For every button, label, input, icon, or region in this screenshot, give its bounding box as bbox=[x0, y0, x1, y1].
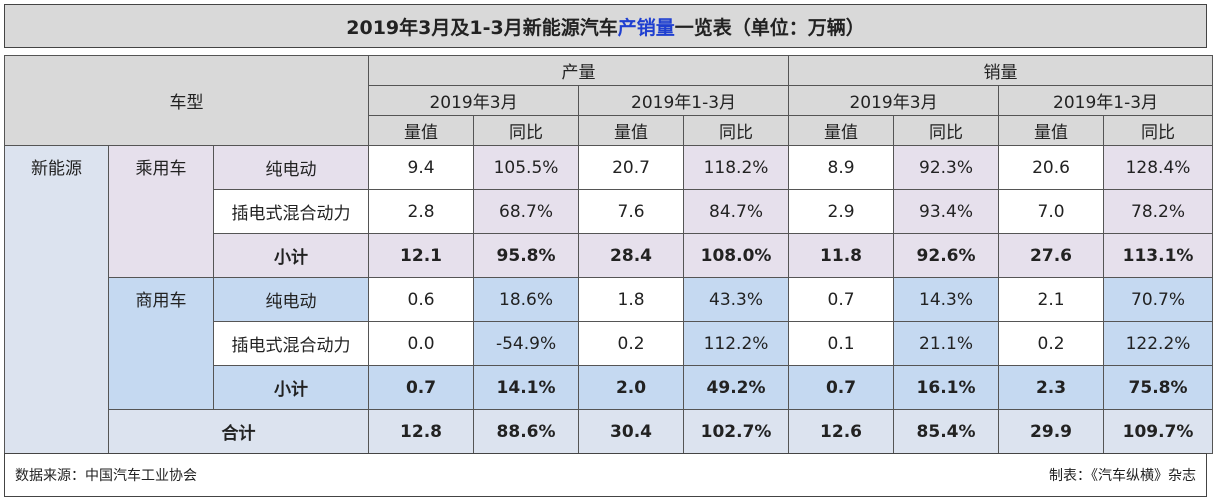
row-label-phev: 插电式混合动力 bbox=[212, 189, 370, 234]
row-label-phev: 插电式混合动力 bbox=[212, 321, 370, 366]
table-cell: 118.2% bbox=[683, 145, 790, 190]
row-label-subtotal: 小计 bbox=[212, 365, 370, 410]
table-cell: 12.6 bbox=[788, 409, 895, 454]
table-cell: 92.3% bbox=[893, 145, 1000, 190]
volume-header: 量值 bbox=[998, 115, 1105, 146]
table-cell: 109.7% bbox=[1103, 409, 1213, 454]
data-table: 车型 产量 销量 2019年3月 2019年1-3月 2019年3月 2019年… bbox=[3, 55, 1213, 454]
table-cell: 43.3% bbox=[683, 277, 790, 322]
table-cell: 12.8 bbox=[368, 409, 475, 454]
table-cell: 20.7 bbox=[578, 145, 685, 190]
table-cell: 102.7% bbox=[683, 409, 790, 454]
table-cell: 68.7% bbox=[473, 189, 580, 234]
volume-header: 量值 bbox=[578, 115, 685, 146]
table-cell: 78.2% bbox=[1103, 189, 1213, 234]
table-cell: 0.2 bbox=[998, 321, 1105, 366]
title-suffix: 一览表（单位：万辆） bbox=[674, 16, 865, 39]
yoy-header: 同比 bbox=[893, 115, 1000, 146]
table-cell: 2.8 bbox=[368, 189, 475, 234]
table-cell: 108.0% bbox=[683, 233, 790, 278]
table-cell: 2.3 bbox=[998, 365, 1105, 410]
table-cell: 128.4% bbox=[1103, 145, 1213, 190]
table-cell: 0.7 bbox=[788, 277, 895, 322]
table-cell: 84.7% bbox=[683, 189, 790, 234]
table-cell: 2.0 bbox=[578, 365, 685, 410]
credit-note: 制表：《汽车纵横》杂志 bbox=[1049, 468, 1196, 484]
table-cell: 112.2% bbox=[683, 321, 790, 366]
row-label-bev: 纯电动 bbox=[212, 277, 370, 322]
title-prefix: 2019年3月及1-3月新能源汽车 bbox=[346, 16, 618, 39]
table-cell: 0.2 bbox=[578, 321, 685, 366]
table-cell: 11.8 bbox=[788, 233, 895, 278]
sales-ytd-header: 2019年1-3月 bbox=[998, 85, 1213, 116]
sales-month-header: 2019年3月 bbox=[788, 85, 1000, 116]
table-cell: 113.1% bbox=[1103, 233, 1213, 278]
table-cell: 93.4% bbox=[893, 189, 1000, 234]
table-cell: 0.7 bbox=[788, 365, 895, 410]
table-cell: 2.9 bbox=[788, 189, 895, 234]
row-label-bev: 纯电动 bbox=[212, 145, 370, 190]
footer: 数据来源：中国汽车工业协会 制表：《汽车纵横》杂志 bbox=[4, 453, 1207, 497]
row-label-subtotal: 小计 bbox=[212, 233, 370, 278]
table-cell: 29.9 bbox=[998, 409, 1105, 454]
source-note: 数据来源：中国汽车工业协会 bbox=[15, 468, 197, 484]
commercial-label: 商用车 bbox=[108, 277, 214, 410]
table-cell: 95.8% bbox=[473, 233, 580, 278]
table-cell: 75.8% bbox=[1103, 365, 1213, 410]
table-cell: 49.2% bbox=[683, 365, 790, 410]
table-cell: 2.1 bbox=[998, 277, 1105, 322]
table-cell: 12.1 bbox=[368, 233, 475, 278]
table-cell: -54.9% bbox=[473, 321, 580, 366]
row-label-total: 合计 bbox=[107, 409, 370, 454]
table-cell: 88.6% bbox=[473, 409, 580, 454]
table-cell: 1.8 bbox=[578, 277, 685, 322]
table-cell: 8.9 bbox=[788, 145, 895, 190]
yoy-header: 同比 bbox=[683, 115, 790, 146]
table-cell: 105.5% bbox=[473, 145, 580, 190]
table-cell: 0.0 bbox=[368, 321, 475, 366]
table-cell: 21.1% bbox=[893, 321, 1000, 366]
table-cell: 0.7 bbox=[368, 365, 475, 410]
title-highlight: 产销量 bbox=[617, 16, 675, 39]
table-cell: 70.7% bbox=[1103, 277, 1213, 322]
table-cell: 30.4 bbox=[578, 409, 685, 454]
production-ytd-header: 2019年1-3月 bbox=[578, 85, 790, 116]
table-cell: 14.1% bbox=[473, 365, 580, 410]
volume-header: 量值 bbox=[368, 115, 475, 146]
table-title: 2019年3月及1-3月新能源汽车 产销量 一览表（单位：万辆） bbox=[4, 4, 1207, 48]
nev-label: 新能源 bbox=[4, 145, 109, 454]
sales-header: 销量 bbox=[788, 55, 1213, 86]
production-month-header: 2019年3月 bbox=[368, 85, 580, 116]
table-cell: 122.2% bbox=[1103, 321, 1213, 366]
table-cell: 9.4 bbox=[368, 145, 475, 190]
table-cell: 92.6% bbox=[893, 233, 1000, 278]
passenger-label: 乘用车 bbox=[108, 145, 214, 278]
vehicle-type-header: 车型 bbox=[3, 55, 370, 146]
table-cell: 85.4% bbox=[893, 409, 1000, 454]
production-header: 产量 bbox=[368, 55, 790, 86]
table-cell: 7.0 bbox=[998, 189, 1105, 234]
table-cell: 0.1 bbox=[788, 321, 895, 366]
table-cell: 20.6 bbox=[998, 145, 1105, 190]
volume-header: 量值 bbox=[788, 115, 895, 146]
table-cell: 27.6 bbox=[998, 233, 1105, 278]
yoy-header: 同比 bbox=[473, 115, 580, 146]
table-cell: 7.6 bbox=[578, 189, 685, 234]
table-cell: 28.4 bbox=[578, 233, 685, 278]
table-cell: 0.6 bbox=[368, 277, 475, 322]
table-cell: 14.3% bbox=[893, 277, 1000, 322]
table-cell: 18.6% bbox=[473, 277, 580, 322]
table-cell: 16.1% bbox=[893, 365, 1000, 410]
yoy-header: 同比 bbox=[1103, 115, 1213, 146]
